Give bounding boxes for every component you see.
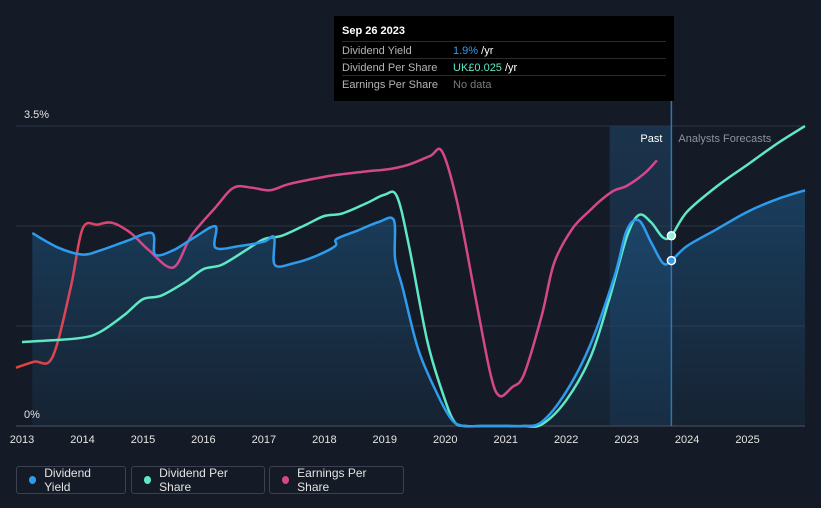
legend-dot-icon bbox=[29, 476, 37, 484]
earnings-per-share-line bbox=[15, 147, 658, 398]
tooltip-value: UK£0.025 /yr bbox=[453, 62, 517, 74]
tooltip-row-dividend-yield: Dividend Yield 1.9% /yr bbox=[342, 41, 666, 59]
past-label: Past bbox=[640, 133, 662, 145]
x-tick-label: 2020 bbox=[433, 434, 457, 446]
tooltip-row-earnings-per-share: Earnings Per Share No data bbox=[342, 75, 666, 93]
dividend-per-share-marker bbox=[666, 230, 677, 241]
legend-dot-icon bbox=[282, 476, 290, 484]
x-tick-label: 2023 bbox=[614, 434, 638, 446]
tooltip-row-dividend-per-share: Dividend Per Share UK£0.025 /yr bbox=[342, 58, 666, 76]
x-tick-label: 2019 bbox=[373, 434, 397, 446]
tooltip-date: Sep 26 2023 bbox=[342, 25, 405, 37]
x-tick-label: 2024 bbox=[675, 434, 699, 446]
x-tick-label: 2018 bbox=[312, 434, 336, 446]
tooltip-label: Dividend Per Share bbox=[342, 61, 438, 74]
tooltip-value-number: No data bbox=[453, 78, 492, 91]
legend-label: Dividend Yield bbox=[44, 466, 91, 494]
legend-label: Earnings Per Share bbox=[297, 466, 367, 494]
legend-item-dividend-per-share[interactable]: Dividend Per Share bbox=[131, 466, 265, 494]
tooltip-unit: /yr bbox=[501, 61, 518, 74]
x-tick-label: 2013 bbox=[10, 434, 34, 446]
forecast-label: Analysts Forecasts bbox=[678, 133, 771, 145]
tooltip-label: Dividend Yield bbox=[342, 44, 412, 57]
x-tick-label: 2022 bbox=[554, 434, 578, 446]
dividend-yield-line bbox=[31, 189, 806, 428]
y-tick-label-bottom: 0% bbox=[24, 409, 40, 421]
tooltip-value: 1.9% /yr bbox=[453, 45, 493, 57]
tooltip-value-number: 1.9% bbox=[453, 44, 479, 57]
x-tick-label: 2017 bbox=[252, 434, 276, 446]
legend-label: Dividend Per Share bbox=[159, 466, 228, 494]
tooltip-unit: /yr bbox=[478, 44, 494, 57]
x-tick-label: 2021 bbox=[493, 434, 517, 446]
tooltip: Sep 26 2023 Dividend Yield 1.9% /yr Divi… bbox=[334, 16, 674, 101]
legend-item-earnings-per-share[interactable]: Earnings Per Share bbox=[269, 466, 404, 494]
x-tick-label: 2025 bbox=[735, 434, 759, 446]
y-tick-label-top: 3.5% bbox=[24, 109, 49, 121]
tooltip-value: No data bbox=[453, 79, 492, 91]
tooltip-label: Earnings Per Share bbox=[342, 78, 438, 91]
dividend-yield-marker bbox=[666, 255, 677, 266]
x-tick-label: 2016 bbox=[191, 434, 215, 446]
legend-item-dividend-yield[interactable]: Dividend Yield bbox=[16, 466, 126, 494]
x-tick-label: 2015 bbox=[131, 434, 155, 446]
tooltip-value-number: UK£0.025 bbox=[453, 61, 502, 74]
dividend-per-share-line bbox=[21, 124, 806, 428]
legend-dot-icon bbox=[144, 476, 152, 484]
x-tick-label: 2014 bbox=[70, 434, 94, 446]
